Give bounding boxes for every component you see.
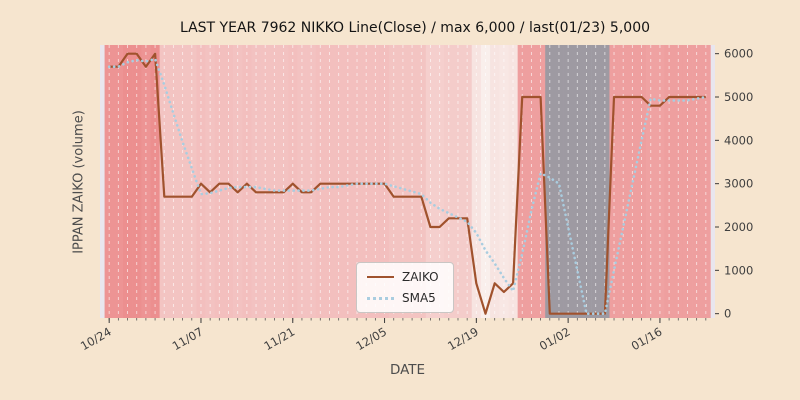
x-tick-label: 01/16 (629, 324, 665, 353)
chart-title: LAST YEAR 7962 NIKKO Line(Close) / max 6… (179, 20, 651, 36)
x-tick-label: 12/05 (353, 324, 389, 353)
x-tick-label: 10/24 (78, 324, 114, 353)
x-axis-label: DATE (389, 362, 426, 378)
legend-label-zaiko: ZAIKO (402, 270, 439, 284)
legend-item-zaiko: ZAIKO (367, 271, 439, 283)
x-tick-label: 11/07 (170, 324, 206, 353)
legend-label-sma5: SMA5 (402, 291, 436, 305)
y-tick-label: 6000 (724, 47, 753, 61)
y-tick-label: 0 (724, 307, 731, 321)
sma5-line-swatch (367, 296, 394, 300)
legend-item-sma5: SMA5 (367, 292, 439, 304)
zaiko-line-swatch (367, 276, 394, 278)
y-tick-label: 3000 (724, 177, 753, 191)
x-tick-label: 01/02 (537, 324, 573, 353)
y-axis-label: IPPAN ZAIKO (volume) (71, 110, 87, 254)
zaiko-line (109, 52, 706, 315)
y-tick-label: 2000 (724, 220, 753, 234)
legend: ZAIKO SMA5 (356, 262, 454, 313)
x-tick-label: 11/21 (262, 324, 298, 353)
y-tick-label: 1000 (724, 263, 753, 277)
y-tick-label: 5000 (724, 90, 753, 104)
x-tick-label: 12/19 (445, 324, 481, 353)
sma5-line (107, 57, 708, 315)
y-tick-label: 4000 (724, 133, 753, 147)
